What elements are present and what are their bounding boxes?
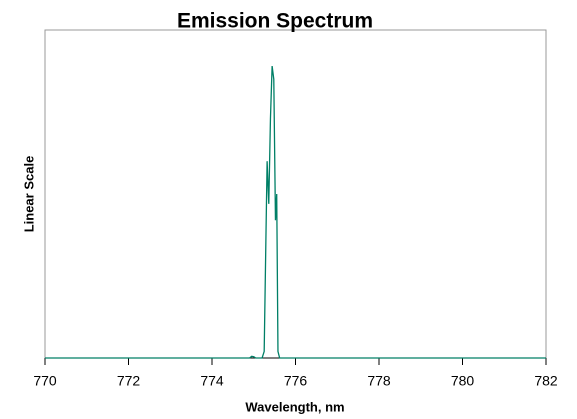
chart-title: Emission Spectrum bbox=[177, 10, 373, 33]
spectrum-line bbox=[45, 65, 546, 359]
x-axis-label: Wavelength, nm bbox=[245, 399, 344, 414]
x-tick-label: 776 bbox=[284, 373, 308, 389]
x-tick-label: 780 bbox=[451, 373, 475, 389]
x-tick-label: 770 bbox=[33, 373, 57, 389]
x-tick-label: 782 bbox=[534, 373, 558, 389]
x-tick-label: 772 bbox=[117, 373, 141, 389]
y-axis-label: Linear Scale bbox=[21, 156, 36, 233]
x-tick-label: 778 bbox=[367, 373, 391, 389]
plot-frame bbox=[44, 29, 547, 359]
x-tick-label: 774 bbox=[200, 373, 224, 389]
